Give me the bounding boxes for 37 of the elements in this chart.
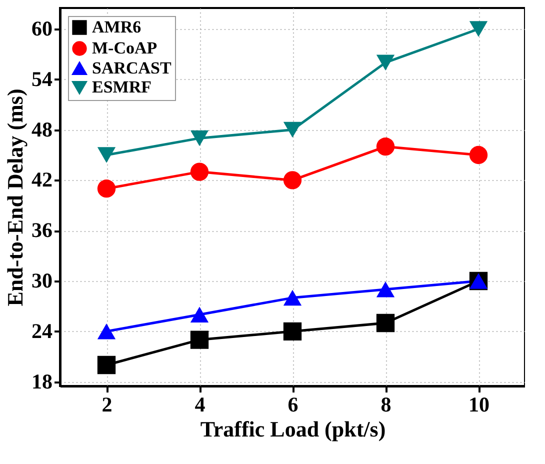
x-tick-label: 2: [102, 392, 112, 416]
point: [376, 54, 395, 70]
point: [190, 306, 209, 322]
y-tick-label: 36: [32, 218, 52, 242]
y-tick-label: 18: [32, 369, 52, 394]
x-tick-label: 8: [380, 392, 392, 416]
point: [283, 322, 302, 340]
point: [283, 290, 302, 306]
point: [97, 180, 116, 198]
point: [190, 330, 209, 349]
legend-label: ESMRF: [92, 78, 152, 96]
point: [376, 314, 395, 332]
y-tick-label: 54: [32, 66, 53, 91]
legend-label: SARCAST: [92, 58, 172, 78]
point: [190, 162, 209, 181]
x-axis-title: Traffic Load (pkt/s): [200, 416, 386, 442]
legend-label: M-CoAP: [92, 38, 158, 58]
x-tick-label: 10: [468, 392, 490, 416]
point: [469, 146, 488, 164]
point: [376, 282, 395, 298]
point: [469, 21, 488, 37]
point: [97, 147, 116, 163]
y-tick-label: 30: [32, 268, 52, 292]
y-tick-label: 42: [32, 168, 52, 192]
y-tick-label: 60: [32, 16, 52, 40]
legend-label: AMR6: [92, 18, 142, 36]
point: [97, 356, 116, 374]
point: [376, 138, 395, 156]
point: [97, 324, 116, 340]
y-axis-title: End-to-End Delay (ms): [2, 88, 28, 306]
point: [190, 130, 209, 146]
y-tick-label: 24: [32, 318, 53, 343]
y-tick-label: 48: [32, 117, 52, 142]
point: [283, 122, 302, 138]
x-tick-label: 6: [288, 392, 298, 416]
point: [283, 171, 302, 190]
x-tick-label: 4: [194, 392, 206, 416]
